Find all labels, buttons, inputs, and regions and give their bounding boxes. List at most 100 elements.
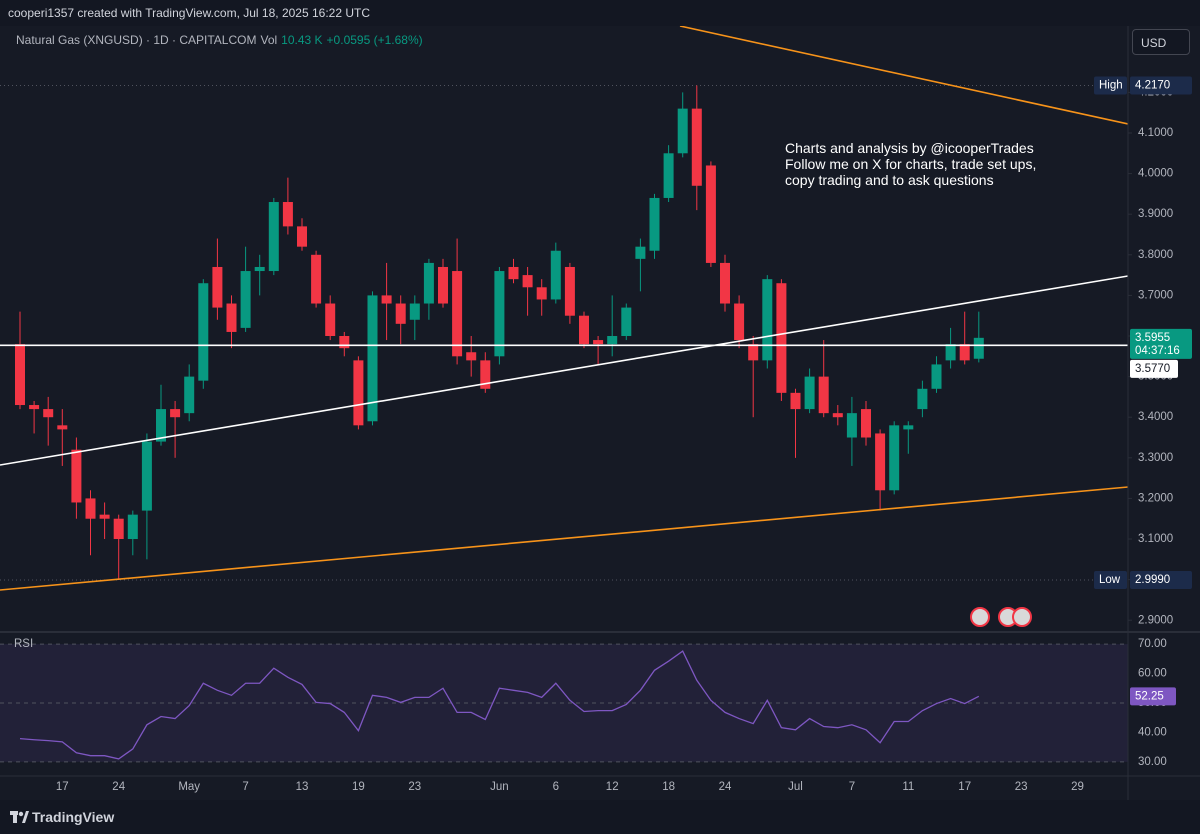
candle-body: [367, 295, 378, 422]
candle-body: [776, 283, 787, 393]
x-tick-label: Jun: [490, 781, 509, 793]
y-tick-label: 3.2000: [1138, 492, 1173, 504]
candle-body: [57, 425, 68, 430]
y-tick-label: 3.7000: [1138, 289, 1173, 301]
logo-part: [22, 811, 29, 823]
y-tick-label: 3.9000: [1138, 208, 1173, 220]
y-tick-label: 70.00: [1138, 638, 1167, 650]
candle-body: [311, 254, 322, 304]
marker-value: 4.2170: [1135, 80, 1170, 92]
x-tick-label: 12: [606, 781, 619, 793]
logo: [10, 811, 29, 823]
candle-body: [734, 303, 745, 341]
candle-body: [635, 246, 646, 259]
y-tick-label: 3.8000: [1138, 249, 1173, 261]
x-tick-label: 24: [112, 781, 125, 793]
marker-value-box: [1130, 571, 1192, 590]
volume-label: Vol: [260, 33, 278, 47]
trendline: [0, 486, 1128, 591]
x-tick-label: 7: [849, 781, 855, 793]
candle-body: [480, 360, 491, 389]
marker-text: High: [1099, 80, 1123, 92]
candle-body: [29, 405, 40, 410]
x-tick-label: 29: [1071, 781, 1084, 793]
marker-value-box: [1130, 76, 1192, 95]
x-tick-label: Jul: [788, 781, 803, 793]
event-flag[interactable]: [1012, 607, 1032, 627]
candle-body: [889, 425, 900, 491]
candle-body: [212, 266, 223, 308]
y-tick-label: 60.00: [1138, 668, 1167, 680]
y-tick-label: 3.3000: [1138, 452, 1173, 464]
candle-body: [691, 108, 702, 186]
rsi-last-value-box: [1130, 687, 1176, 706]
candle-body: [423, 262, 434, 304]
y-tick-label: 3.1000: [1138, 533, 1173, 545]
candle-body: [240, 271, 251, 328]
candle-body: [663, 153, 674, 198]
x-tick-label: 11: [902, 781, 914, 793]
candle-body: [198, 283, 209, 381]
candle-body: [677, 108, 688, 154]
candle-body: [466, 352, 477, 361]
marker-text-box: [1094, 76, 1127, 95]
candle-body: [579, 315, 589, 345]
rsi-title: RSI: [14, 638, 33, 650]
candle-body: [381, 295, 392, 304]
volume: 10.43 K: [281, 33, 323, 47]
event-flags: [970, 607, 1032, 627]
candle-body: [494, 271, 505, 357]
y-tick-label: 2.9000: [1138, 614, 1173, 626]
symbol: Natural Gas (XNGUSD) · 1D · CAPITALCOM: [16, 33, 257, 47]
x-tick-label: 7: [242, 781, 248, 793]
candle-body: [917, 388, 928, 410]
rsi-last-value: 52.25: [1135, 690, 1164, 702]
candle-body: [959, 344, 970, 361]
candle-body: [113, 518, 124, 540]
candle-body: [282, 202, 293, 227]
candle-body: [325, 303, 336, 337]
x-tick-label: 6: [553, 781, 559, 793]
candle-body: [254, 266, 265, 272]
candle-body: [875, 433, 886, 491]
candle-body: [550, 250, 561, 300]
candle-body: [170, 409, 181, 418]
candle-body: [297, 226, 307, 247]
candle-body: [818, 376, 829, 414]
candle-body: [15, 344, 25, 406]
candle-body: [973, 337, 984, 359]
candle-body: [127, 514, 138, 540]
candle-body: [931, 364, 942, 389]
trendline: [0, 275, 1128, 466]
candle-body: [85, 498, 96, 519]
drawings: [0, 26, 1128, 591]
candle-body: [621, 307, 632, 337]
candle-body: [720, 262, 730, 304]
candle-body: [438, 266, 448, 304]
x-tick-label: 23: [408, 781, 421, 793]
currency-button[interactable]: USD: [1132, 29, 1190, 55]
candle-body: [452, 271, 463, 357]
candle-body: [861, 409, 871, 438]
annotation-line: copy trading and to ask questions: [785, 172, 994, 188]
candle-body: [156, 409, 166, 442]
marker-text-box: [1094, 571, 1127, 590]
candle-body: [832, 413, 843, 418]
last-price-box: [1130, 328, 1192, 359]
candle-body: [804, 376, 815, 410]
last-price: 3.5955: [1135, 332, 1170, 344]
horizontal-line-label: 3.5770: [1135, 363, 1170, 375]
event-flag[interactable]: [970, 607, 990, 627]
trendline: [679, 26, 1128, 125]
attribution: cooperi1357 created with TradingView.com…: [8, 6, 370, 20]
candle-body: [649, 197, 660, 251]
candle-body: [748, 344, 759, 361]
candle-body: [536, 287, 547, 300]
change: +0.0595 (+1.68%): [326, 33, 423, 47]
candle-body: [522, 275, 533, 288]
candle-body: [226, 303, 237, 332]
candle-body: [71, 449, 82, 503]
x-tick-label: 18: [662, 781, 675, 793]
